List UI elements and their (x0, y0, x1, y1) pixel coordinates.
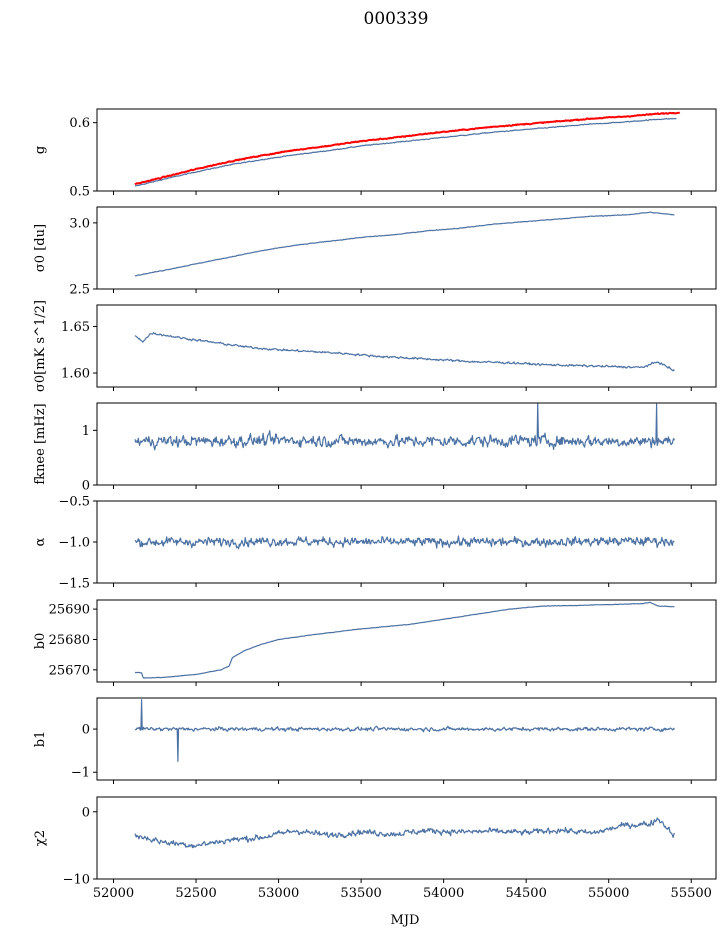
plot-frame-fknee (96, 402, 717, 486)
x-tick-label: 52500 (175, 886, 216, 901)
y-tick-label: 0 (82, 805, 90, 820)
figure-title: 000339 (364, 9, 429, 29)
y-tick-label: −10 (63, 873, 90, 888)
y-tick-label: 25690 (49, 603, 90, 618)
y-tick-label: −0.5 (58, 495, 90, 510)
panel-g: 0.5 0.6 g (33, 108, 717, 200)
y-tick-label: 25670 (49, 663, 90, 678)
y-axis-label-fknee: fknee [mHz] (33, 403, 48, 484)
panel-fknee: 0 1 fknee [mHz] (33, 402, 717, 494)
plot-frame-sigma0_mks (96, 304, 717, 388)
y-tick-label: 2.5 (69, 283, 90, 298)
y-axis-label-sigma0_mks: σ0[mK s^1/2] (33, 300, 48, 392)
plot-frame-b1 (96, 697, 717, 781)
y-axis-label-g: g (33, 146, 48, 154)
series-line-b1-0 (134, 699, 675, 762)
y-tick-label: 25680 (49, 633, 90, 648)
y-tick-label: 0.5 (69, 185, 90, 200)
y-axis-label-b0: b0 (33, 633, 48, 650)
x-tick-label: 55500 (671, 886, 712, 901)
y-axis-label-sigma0_du: σ0 [du] (33, 224, 48, 272)
y-tick-label: 1.60 (61, 367, 90, 382)
x-tick-label: 53500 (340, 886, 381, 901)
series-line-sigma0_du-0 (134, 211, 675, 277)
y-tick-label: −1.0 (58, 536, 90, 551)
x-tick-label: 54500 (505, 886, 546, 901)
panel-sigma0_mks: 1.60 1.65 σ0[mK s^1/2] (33, 300, 717, 392)
x-tick-label: 54000 (423, 886, 464, 901)
panel-b1: −1 0 b1 (33, 697, 717, 784)
series-line-sigma0_mks-0 (134, 332, 675, 372)
series-line-chi2-0 (134, 817, 675, 849)
y-axis-label-chi2: χ2 (33, 830, 48, 846)
panel-chi2: −10 0 52000 52500 53000 53500 54000 54500 55000 5… (33, 796, 717, 901)
series-line-fknee-0 (134, 403, 675, 451)
plot-frame-b0 (96, 599, 717, 683)
y-tick-label: −1 (71, 766, 90, 781)
series-line-b0-0 (134, 601, 675, 679)
y-tick-label: 1.65 (61, 320, 90, 335)
x-axis-label: MJD (391, 913, 420, 928)
y-axis-label-alpha: α (33, 537, 48, 546)
y-tick-label: 0.6 (69, 116, 90, 131)
panel-alpha: −1.5 −1.0 −0.5 α (33, 495, 717, 592)
plot-frame-g (96, 108, 717, 192)
x-tick-label: 52000 (93, 886, 134, 901)
series-line-alpha-0 (134, 535, 675, 550)
y-tick-label: 1 (82, 424, 90, 439)
y-tick-label: 3.0 (69, 216, 90, 231)
x-tick-label: 53000 (258, 886, 299, 901)
plot-frame-chi2 (96, 796, 717, 880)
series-line-g-0 (134, 117, 677, 187)
y-tick-label: 0 (82, 479, 90, 494)
plot-frame-sigma0_du (96, 206, 717, 290)
panel-sigma0_du: 2.5 3.0 σ0 [du] (33, 206, 717, 298)
y-tick-label: −1.5 (58, 577, 90, 592)
series-line-g-1 (134, 111, 681, 186)
x-tick-label: 55000 (588, 886, 629, 901)
y-tick-label: 0 (82, 723, 90, 738)
y-axis-label-b1: b1 (33, 731, 48, 748)
